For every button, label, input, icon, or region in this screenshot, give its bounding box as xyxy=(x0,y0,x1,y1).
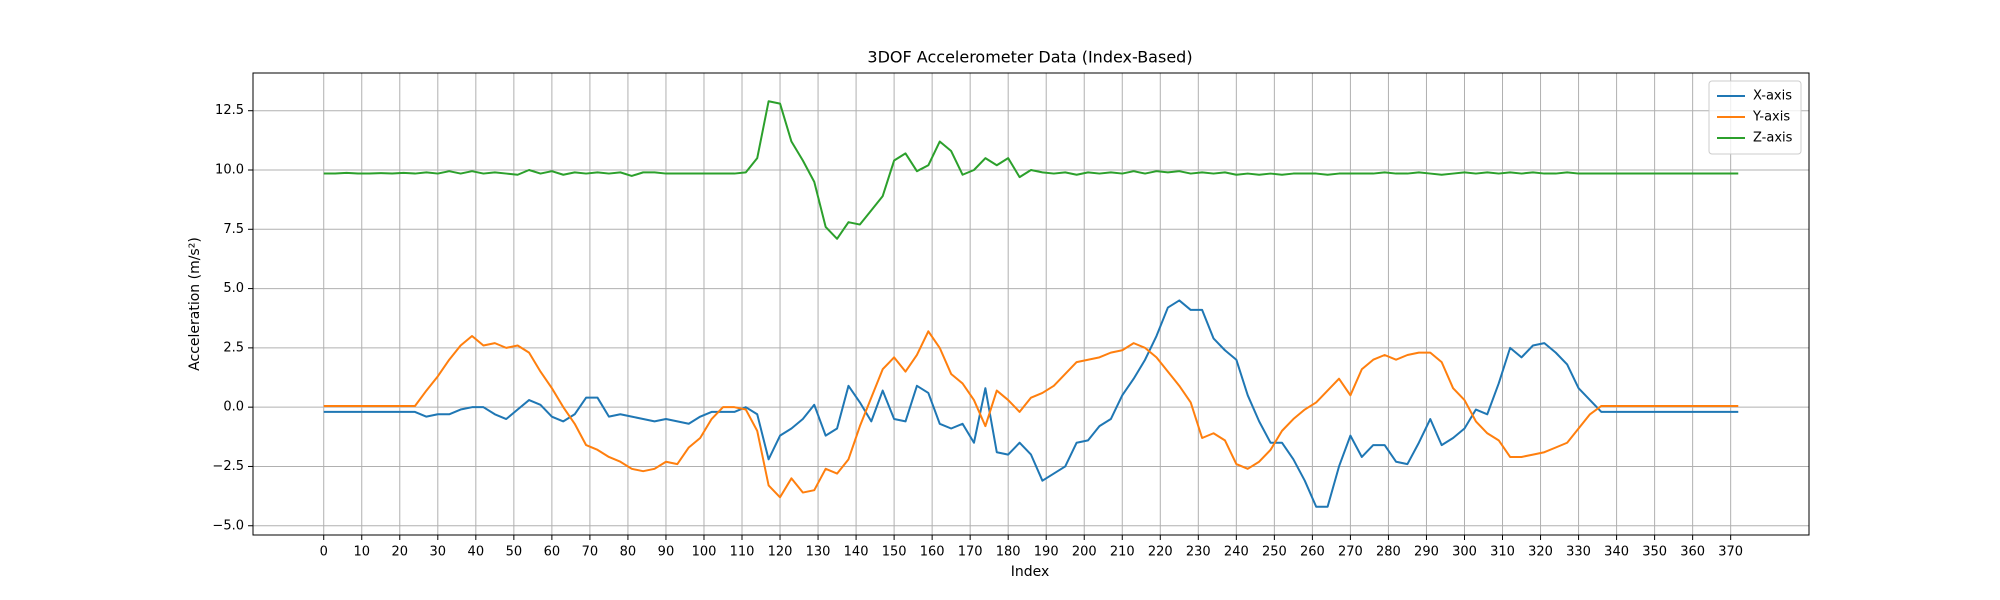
x-tick-label: 160 xyxy=(920,545,945,560)
y-tick-label: 12.5 xyxy=(215,103,244,118)
x-tick-label: 70 xyxy=(582,545,599,560)
legend-label: X-axis xyxy=(1753,89,1792,104)
legend-box xyxy=(1708,80,1802,155)
y-tick-label: −2.5 xyxy=(212,459,244,474)
x-tick-label: 60 xyxy=(544,545,561,560)
chart-title: 3DOF Accelerometer Data (Index-Based) xyxy=(867,48,1192,67)
x-tick-label: 330 xyxy=(1566,545,1591,560)
series-line xyxy=(323,330,1739,499)
x-tick-label: 370 xyxy=(1718,545,1743,560)
y-tick-label: 2.5 xyxy=(223,340,244,355)
y-tick-label: 7.5 xyxy=(223,222,244,237)
x-tick-label: 220 xyxy=(1148,545,1173,560)
x-tick-label: 0 xyxy=(320,545,328,560)
x-tick-label: 270 xyxy=(1338,545,1363,560)
x-tick-label: 130 xyxy=(806,545,831,560)
x-tick-label: 250 xyxy=(1262,545,1287,560)
y-tick-label: 0.0 xyxy=(223,400,244,415)
x-tick-label: 280 xyxy=(1376,545,1401,560)
x-tick-label: 350 xyxy=(1642,545,1667,560)
x-tick-label: 50 xyxy=(506,545,523,560)
x-tick-label: 230 xyxy=(1186,545,1211,560)
x-tick-label: 150 xyxy=(882,545,907,560)
x-tick-label: 20 xyxy=(392,545,409,560)
x-tick-label: 30 xyxy=(430,545,447,560)
y-tick-label: 10.0 xyxy=(215,163,244,178)
plot-frame xyxy=(252,72,1810,536)
x-tick-label: 110 xyxy=(730,545,755,560)
x-tick-label: 80 xyxy=(620,545,637,560)
x-tick-label: 320 xyxy=(1528,545,1553,560)
x-tick-label: 100 xyxy=(692,545,717,560)
x-tick-label: 360 xyxy=(1680,545,1705,560)
x-tick-label: 300 xyxy=(1452,545,1477,560)
x-tick-label: 140 xyxy=(844,545,869,560)
x-tick-label: 90 xyxy=(658,545,675,560)
x-tick-label: 10 xyxy=(353,545,370,560)
x-tick-label: 290 xyxy=(1414,545,1439,560)
y-axis-label: Acceleration (m/s²) xyxy=(187,237,203,371)
series-line xyxy=(323,100,1739,240)
x-axis-label: Index xyxy=(1011,564,1050,580)
legend-label: Y-axis xyxy=(1752,110,1790,125)
series-line xyxy=(323,299,1739,508)
x-tick-label: 210 xyxy=(1110,545,1135,560)
x-tick-label: 260 xyxy=(1300,545,1325,560)
x-tick-label: 170 xyxy=(958,545,983,560)
x-tick-label: 200 xyxy=(1072,545,1097,560)
x-tick-label: 340 xyxy=(1604,545,1629,560)
legend: X-axis Y-axis Z-axis xyxy=(1708,80,1802,155)
x-tick-label: 120 xyxy=(768,545,793,560)
y-tick-label: 5.0 xyxy=(223,281,244,296)
y-tick-label: −5.0 xyxy=(212,518,244,533)
x-tick-label: 40 xyxy=(468,545,485,560)
x-tick-label: 180 xyxy=(996,545,1021,560)
legend-label: Z-axis xyxy=(1753,131,1793,146)
x-tick-label: 310 xyxy=(1490,545,1515,560)
x-tick-label: 240 xyxy=(1224,545,1249,560)
x-tick-label: 190 xyxy=(1034,545,1059,560)
